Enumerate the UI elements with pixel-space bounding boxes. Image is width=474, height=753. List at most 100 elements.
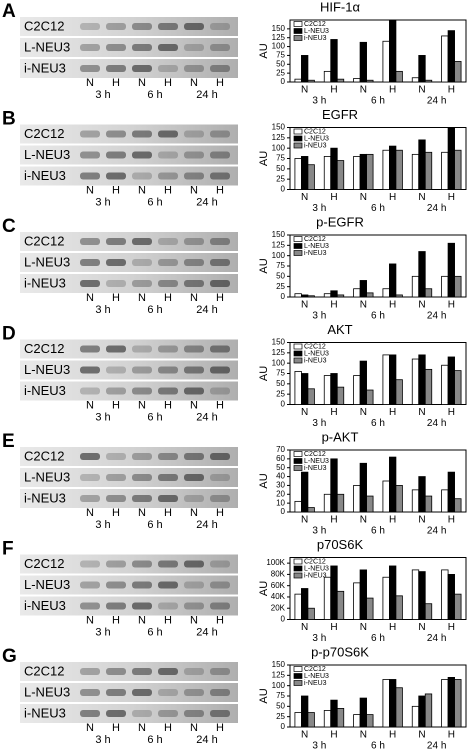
blot-band — [210, 65, 230, 72]
panel-letter: C — [2, 216, 16, 237]
blot-band — [210, 151, 230, 159]
blot-band — [132, 387, 152, 395]
bar — [336, 294, 345, 298]
bar — [294, 293, 302, 298]
y-axis-label: AU — [258, 581, 270, 596]
bar — [411, 275, 420, 298]
bar — [323, 293, 332, 298]
blot-band — [132, 259, 152, 266]
lane-label: N — [138, 292, 146, 304]
bar — [447, 127, 455, 190]
blot-band — [132, 581, 152, 589]
bar — [353, 288, 361, 298]
blot-band — [184, 172, 204, 180]
x-tick-label: H — [330, 85, 337, 96]
bar — [395, 379, 403, 405]
blot-band — [132, 668, 152, 675]
blot-band — [210, 689, 230, 696]
blot-band — [184, 345, 204, 353]
bar — [307, 388, 315, 405]
lane-label: H — [164, 77, 172, 89]
blot-band — [132, 366, 152, 374]
blot-strip — [20, 17, 238, 36]
lane-group-label: 6 h — [147, 196, 162, 208]
y-tick-label: 75 — [276, 261, 285, 270]
bar — [454, 679, 462, 728]
y-tick-label: 0 — [281, 507, 286, 516]
blot-band — [158, 453, 178, 460]
x-group-label: 6 h — [371, 311, 385, 322]
bar — [301, 471, 309, 513]
lane-label: H — [112, 184, 120, 196]
blot-strip — [20, 59, 238, 78]
bar — [418, 695, 426, 728]
lane-label: H — [112, 292, 120, 304]
bar — [411, 77, 420, 83]
chart-title: p-AKT — [322, 429, 359, 444]
blot-band — [210, 280, 230, 287]
blot-band — [80, 602, 100, 610]
blot-band — [106, 581, 126, 589]
blot-band — [184, 560, 204, 568]
bar — [441, 569, 449, 620]
x-group-label: 24 h — [427, 311, 446, 322]
blot-strip — [20, 554, 238, 574]
lane-group-label: 24 h — [196, 519, 217, 531]
blot-band — [158, 710, 178, 717]
blot-label: C2C12 — [24, 556, 64, 571]
y-tick-label: 75 — [276, 369, 285, 378]
blot-label: L-NEU3 — [24, 254, 70, 269]
x-tick-label: H — [330, 192, 337, 203]
bar — [395, 149, 403, 190]
legend-swatch — [293, 458, 303, 464]
y-axis-label: AU — [258, 366, 270, 381]
blot-band — [106, 172, 126, 180]
x-group-label: 24 h — [427, 741, 446, 752]
blot-band — [184, 238, 204, 245]
blot-band — [132, 602, 152, 610]
blot-strip — [20, 489, 238, 508]
blot-band — [106, 259, 126, 266]
bar — [330, 458, 338, 513]
bar — [353, 78, 361, 83]
bar — [382, 354, 390, 405]
x-group-label: 24 h — [427, 418, 446, 429]
blot-band — [158, 668, 178, 675]
bar — [336, 386, 345, 405]
blot-band — [106, 366, 126, 374]
y-axis-label: AU — [258, 151, 270, 166]
chart-title: AKT — [327, 322, 352, 337]
x-group-label: 6 h — [371, 633, 385, 644]
y-tick-label: 0 — [281, 615, 286, 624]
legend-label: C2C12 — [304, 236, 326, 243]
y-tick-label: 150 — [272, 338, 286, 347]
lane-group-label: 24 h — [196, 304, 217, 316]
y-tick-label: 50 — [276, 164, 285, 173]
x-tick-label: H — [389, 192, 396, 203]
y-tick-label: 0 — [281, 400, 286, 409]
legend-swatch — [293, 680, 303, 686]
lane-label: H — [164, 614, 172, 626]
x-tick-label: N — [360, 622, 367, 633]
bar — [454, 275, 462, 298]
blot-band — [158, 44, 178, 51]
bar — [382, 480, 390, 513]
blot-label: i-NEU3 — [24, 490, 66, 505]
bar — [389, 565, 397, 620]
x-tick-label: H — [389, 85, 396, 96]
blot-strip — [20, 381, 238, 401]
bar — [301, 695, 309, 728]
blot-label: C2C12 — [24, 126, 64, 141]
blot-band — [184, 689, 204, 696]
bar — [389, 354, 397, 405]
legend-label: L-NEU3 — [304, 458, 329, 465]
y-tick-label: 50 — [276, 463, 285, 472]
x-tick-label: H — [448, 407, 455, 418]
legend-swatch — [293, 135, 303, 142]
y-tick-label: 60K — [271, 581, 286, 590]
lane-group-label: 3 h — [95, 196, 110, 208]
bar — [336, 708, 345, 728]
blot-band — [80, 345, 100, 353]
chart-title: p-EGFR — [316, 214, 364, 229]
bar — [359, 41, 367, 83]
